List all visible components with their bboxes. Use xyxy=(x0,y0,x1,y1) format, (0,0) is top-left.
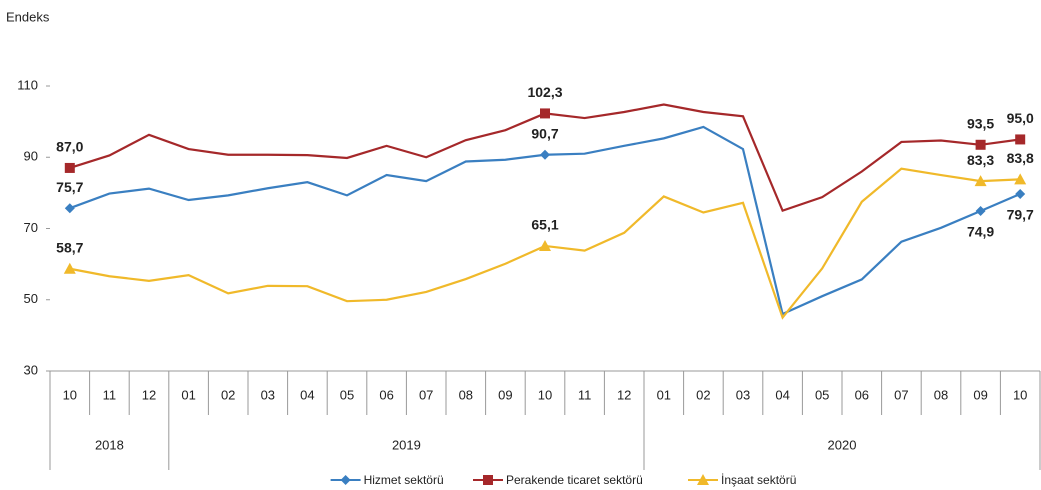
x-tick-label: 05 xyxy=(815,387,829,402)
y-tick-label: 70 xyxy=(24,220,38,235)
x-tick-label: 06 xyxy=(855,387,869,402)
data-label: 83,8 xyxy=(1007,150,1034,166)
x-tick-label: 08 xyxy=(934,387,948,402)
data-label: 74,9 xyxy=(967,224,994,240)
x-tick-label: 02 xyxy=(221,387,235,402)
data-label: 87,0 xyxy=(56,139,83,155)
y-tick-label: 30 xyxy=(24,362,38,377)
x-tick-label: 10 xyxy=(1013,387,1027,402)
x-tick-label: 05 xyxy=(340,387,354,402)
legend-label: Hizmet sektörü xyxy=(364,473,444,487)
x-tick-label: 07 xyxy=(894,387,908,402)
data-point xyxy=(975,206,986,217)
data-point xyxy=(1014,173,1027,185)
legend-marker xyxy=(340,475,351,485)
x-tick-label: 06 xyxy=(379,387,393,402)
x-tick-label: 12 xyxy=(617,387,631,402)
x-tick-label: 04 xyxy=(300,387,314,402)
data-point xyxy=(64,162,75,173)
x-tick-label: 10 xyxy=(63,387,77,402)
legend-label: İnşaat sektörü xyxy=(721,473,796,487)
x-tick-label: 08 xyxy=(459,387,473,402)
data-point xyxy=(974,175,987,187)
x-tick-label: 09 xyxy=(498,387,512,402)
data-label: 83,3 xyxy=(967,152,994,168)
year-label: 2018 xyxy=(95,437,124,452)
legend-marker xyxy=(483,475,493,485)
x-tick-label: 11 xyxy=(103,387,117,402)
y-tick-label: 110 xyxy=(17,77,38,92)
y-tick-label: 50 xyxy=(24,291,38,306)
data-label: 58,7 xyxy=(56,239,83,255)
x-tick-label: 12 xyxy=(142,387,156,402)
x-tick-label: 10 xyxy=(538,387,552,402)
year-label: 2020 xyxy=(828,437,857,452)
y-axis-label: Endeks xyxy=(6,9,50,24)
x-tick-label: 09 xyxy=(973,387,987,402)
x-tick-label: 07 xyxy=(419,387,433,402)
x-tick-label: 03 xyxy=(261,387,275,402)
x-tick-label: 04 xyxy=(775,387,789,402)
x-tick-label: 01 xyxy=(181,387,195,402)
data-point xyxy=(1015,188,1026,199)
data-point xyxy=(64,203,75,214)
data-label: 79,7 xyxy=(1007,207,1034,223)
data-point xyxy=(1015,134,1026,145)
data-point xyxy=(975,139,986,150)
y-tick-label: 90 xyxy=(24,149,38,164)
legend-label: Perakende ticaret sektörü xyxy=(506,473,643,487)
data-point xyxy=(540,108,550,119)
data-point xyxy=(540,149,550,160)
legend-item: Hizmet sektörü xyxy=(330,473,444,487)
legend-item: Perakende ticaret sektörü xyxy=(473,473,643,487)
x-tick-label: 01 xyxy=(657,387,671,402)
data-point xyxy=(539,239,551,251)
legend-item: İnşaat sektörü xyxy=(688,473,796,487)
data-label: 65,1 xyxy=(531,217,558,233)
data-label: 102,3 xyxy=(527,84,562,100)
data-label: 93,5 xyxy=(967,115,994,131)
x-tick-label: 11 xyxy=(578,387,592,402)
data-point xyxy=(63,262,76,274)
x-tick-label: 03 xyxy=(736,387,750,402)
year-label: 2019 xyxy=(392,437,421,452)
legend-marker xyxy=(697,474,709,485)
data-label: 95,0 xyxy=(1007,110,1034,126)
data-label: 75,7 xyxy=(56,179,83,195)
x-tick-label: 02 xyxy=(696,387,710,402)
data-label: 90,7 xyxy=(531,125,558,141)
